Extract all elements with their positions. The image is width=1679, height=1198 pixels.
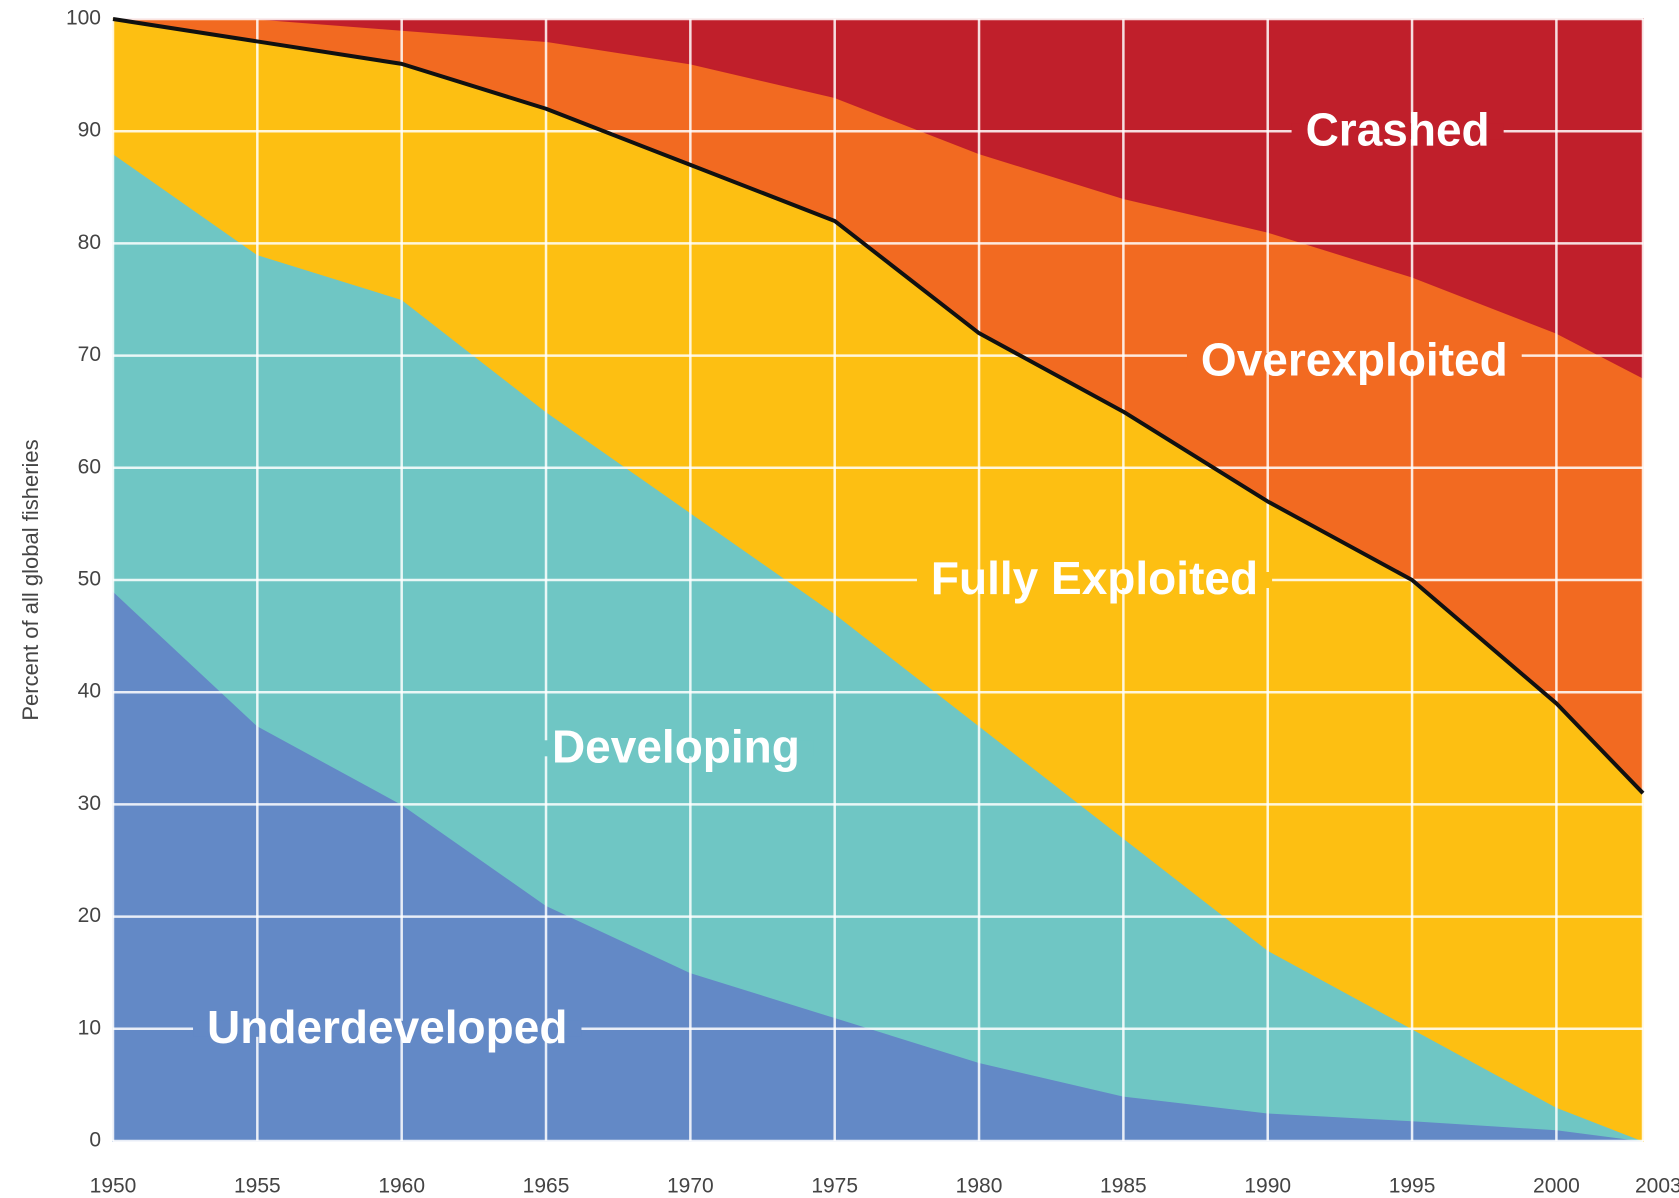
y-tick-label: 90	[78, 119, 101, 142]
area-label: Developing	[552, 720, 800, 772]
area-label: Overexploited	[1201, 333, 1508, 385]
x-tick-label: 1995	[1389, 1175, 1436, 1198]
y-tick-label: 0	[89, 1129, 101, 1152]
area-label-group: Overexploited	[1186, 333, 1522, 385]
x-tick-label: 1985	[1100, 1175, 1147, 1198]
x-tick-label: 1975	[811, 1175, 858, 1198]
label-background	[1186, 353, 1522, 370]
y-tick-label: 60	[78, 455, 101, 478]
area-label-group: Developing	[537, 720, 814, 772]
y-tick-label: 100	[66, 7, 101, 30]
y-tick-label: 20	[78, 904, 101, 927]
x-tick-label: 1970	[667, 1175, 714, 1198]
area-label-group: Underdeveloped	[193, 1001, 582, 1053]
area-label: Crashed	[1306, 103, 1490, 155]
x-tick-label: 1990	[1244, 1175, 1291, 1198]
label-background	[1291, 123, 1504, 140]
x-tick-label: 2003	[1635, 1175, 1679, 1198]
x-tick-label: 1950	[90, 1175, 137, 1198]
y-axis-title: Percent of all global fisheries	[18, 439, 43, 720]
x-tick-label: 1960	[378, 1175, 425, 1198]
area-label: Underdeveloped	[207, 1001, 567, 1053]
x-tick-label: 1980	[956, 1175, 1003, 1198]
area-label-group: Crashed	[1291, 103, 1504, 155]
boundary-line	[112, 17, 1645, 795]
y-tick-label: 80	[78, 231, 101, 254]
label-background	[193, 1020, 582, 1037]
y-tick-label: 70	[78, 343, 101, 366]
y-tick-label: 50	[78, 568, 101, 591]
y-tick-label: 30	[78, 792, 101, 815]
x-tick-label: 1955	[234, 1175, 281, 1198]
x-tick-label: 1965	[523, 1175, 570, 1198]
y-tick-label: 10	[78, 1016, 101, 1039]
label-background	[537, 740, 814, 757]
x-tick-label: 2000	[1533, 1175, 1580, 1198]
area-label: Fully Exploited	[931, 552, 1258, 604]
y-tick-label: 40	[78, 680, 101, 703]
label-background	[916, 572, 1273, 588]
area-label-group: Fully Exploited	[916, 552, 1273, 604]
